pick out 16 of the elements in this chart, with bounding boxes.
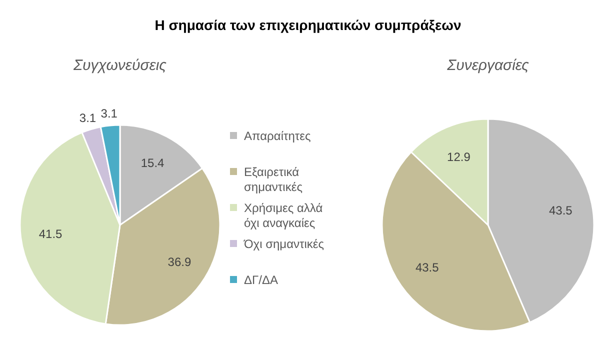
chart-title: Η σημασία των επιχειρηματικών συμπράξεων [154, 17, 462, 33]
data-label: 41.5 [38, 226, 63, 241]
legend-label: ΔΓ/ΔΑ [244, 273, 278, 288]
data-label: 43.5 [415, 260, 440, 275]
data-label: 15.4 [140, 156, 165, 170]
data-label: 12.9 [447, 150, 471, 164]
data-label: 43.5 [549, 203, 573, 218]
data-label: 3.1 [79, 110, 96, 125]
legend-label: Απαραίτητες [244, 129, 311, 144]
legend-label: Εξαιρετικά σημαντικές [244, 165, 303, 194]
chart-subtitle: Συγχωνεύσεις [72, 57, 168, 74]
legend-label: Χρήσιμες αλλά όχι αναγκαίες [244, 201, 323, 230]
data-label: 3.1 [100, 106, 118, 121]
chart-subtitle: Συνεργασίες [446, 57, 530, 74]
legend-label: Όχι σημαντικές [243, 237, 324, 252]
data-label: 36.9 [168, 255, 192, 270]
